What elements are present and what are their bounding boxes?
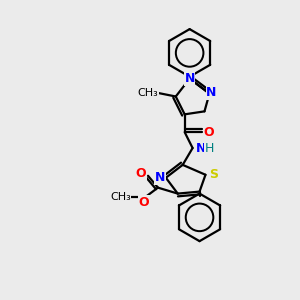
Text: N: N [184, 72, 195, 85]
Text: O: O [203, 126, 214, 139]
Text: O: O [139, 196, 149, 209]
Text: O: O [136, 167, 146, 180]
Text: S: S [209, 168, 218, 181]
Text: N: N [196, 142, 207, 154]
Text: N: N [206, 86, 217, 99]
Text: CH₃: CH₃ [138, 88, 158, 98]
Text: CH₃: CH₃ [110, 192, 131, 202]
Text: H: H [205, 142, 214, 154]
Text: N: N [155, 171, 165, 184]
